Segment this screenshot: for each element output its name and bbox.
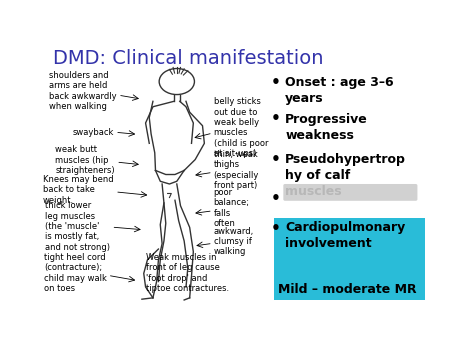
FancyBboxPatch shape (283, 184, 418, 201)
Text: belly sticks
out due to
weak belly
muscles
(child is poor
at sit-ups): belly sticks out due to weak belly muscl… (213, 97, 268, 158)
Text: Onset : age 3–6
years: Onset : age 3–6 years (285, 76, 394, 105)
Text: •: • (271, 75, 281, 90)
Text: •: • (271, 191, 281, 206)
Text: weak butt
muscles (hip
straighteners): weak butt muscles (hip straighteners) (55, 145, 115, 175)
Text: Knees may bend
back to take
weight.: Knees may bend back to take weight. (43, 175, 114, 205)
Text: thin, weak
thighs
(especially
front part): thin, weak thighs (especially front part… (213, 150, 259, 190)
Text: DMD: Clinical manifestation: DMD: Clinical manifestation (53, 49, 323, 68)
Text: Pseudohypertrop
hy of calf
muscles: Pseudohypertrop hy of calf muscles (285, 153, 406, 199)
Text: Mild – moderate MR: Mild – moderate MR (278, 283, 417, 296)
Text: •: • (271, 111, 281, 126)
Bar (274, 218, 425, 300)
Text: Weak muscles in
front of leg cause
'foot drop' and
tiptoe contractures.: Weak muscles in front of leg cause 'foot… (146, 253, 228, 293)
Text: •: • (271, 221, 281, 236)
Text: thick lower
leg muscles
(the 'muscle'
is mostly fat,
and not strong): thick lower leg muscles (the 'muscle' is… (45, 201, 110, 252)
Text: Cardiopulmonary
involvement: Cardiopulmonary involvement (285, 221, 405, 250)
Text: poor
balance;
falls
often: poor balance; falls often (213, 188, 249, 228)
Text: shoulders and
arms are held
back awkwardly
when walking: shoulders and arms are held back awkward… (48, 71, 116, 111)
Text: swayback: swayback (72, 128, 114, 137)
Text: awkward,
clumsy if
walking: awkward, clumsy if walking (213, 227, 254, 256)
Text: tight heel cord
(contracture);
child may walk
on toes: tight heel cord (contracture); child may… (44, 253, 107, 293)
Text: Progressive
weakness: Progressive weakness (285, 113, 368, 142)
Text: •: • (271, 152, 281, 167)
